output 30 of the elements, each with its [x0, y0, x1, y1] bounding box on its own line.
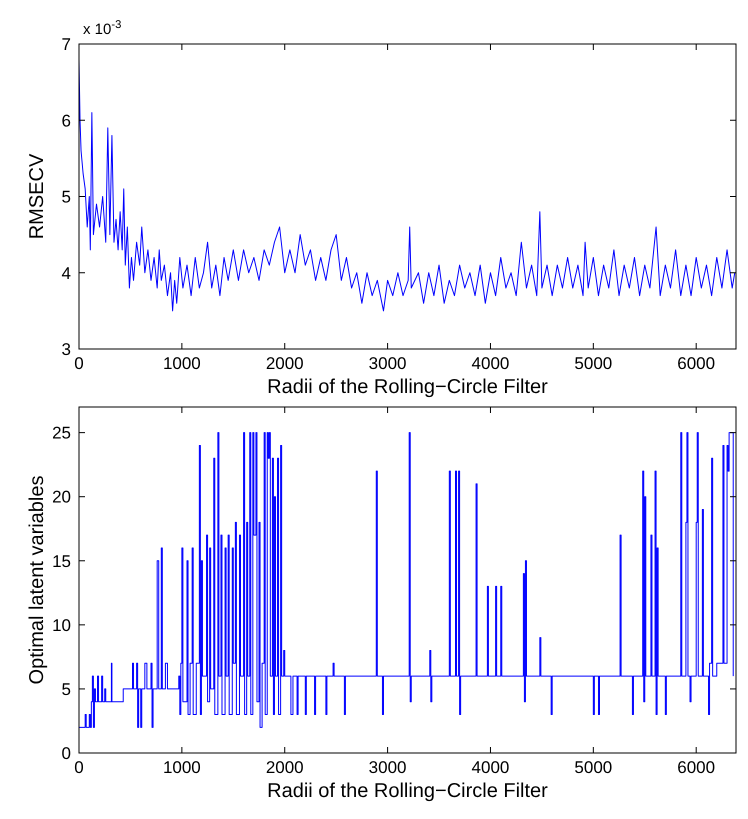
text: x 10$^{-3}$	[83, 19, 122, 38]
x-tick-label: 0	[74, 758, 84, 777]
x-tick-label: 4000	[472, 354, 510, 373]
x-tick-label: 1000	[162, 354, 201, 373]
x-tick-label: 0	[74, 354, 84, 373]
x-axis-title: Radii of the Rolling−Circle Filter	[267, 376, 548, 398]
x-tick-label: 4000	[472, 758, 510, 777]
y-axis-title: Optimal latent variables	[26, 476, 48, 684]
x-tick-label: 5000	[574, 758, 612, 777]
x-tick-label: 3000	[368, 758, 407, 777]
x-tick-label: 2000	[266, 758, 304, 777]
y-tick-label: 25	[52, 424, 71, 443]
y-tick-label: 15	[52, 552, 71, 571]
y-tick-label: 0	[62, 744, 71, 763]
y-tick-label: 3	[62, 340, 71, 359]
y-tick-label: 5	[62, 680, 71, 699]
x-tick-label: 3000	[368, 354, 407, 373]
y-tick-label: 5	[62, 188, 71, 206]
y-tick-label: 20	[52, 488, 71, 507]
x-tick-label: 2000	[266, 354, 304, 373]
y-axis-title: RMSECV	[26, 153, 48, 240]
y-tick-label: 10	[52, 616, 71, 635]
x-tick-label: 6000	[677, 354, 716, 373]
y-tick-label: 4	[62, 264, 71, 283]
x-tick-label: 6000	[677, 758, 716, 777]
x-tick-label: 1000	[162, 758, 201, 777]
y-tick-label: 6	[62, 111, 71, 130]
x-tick-label: 5000	[574, 354, 612, 373]
y-tick-label: 7	[62, 35, 71, 54]
x-axis-title: Radii of the Rolling−Circle Filter	[267, 780, 548, 802]
